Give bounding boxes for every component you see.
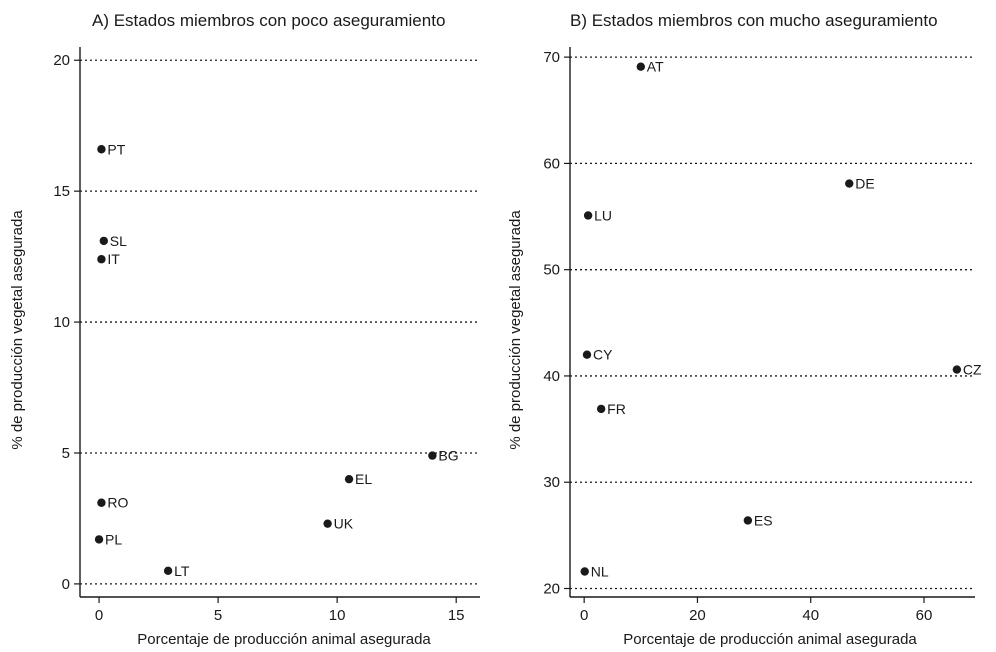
- y-axis-label: % de producción vegetal asegurada: [507, 210, 524, 450]
- y-tick-label: 60: [543, 155, 560, 172]
- point-cz: [952, 365, 962, 374]
- y-axis-label: % de producción vegetal asegurada: [9, 210, 26, 450]
- point-es: [743, 516, 753, 525]
- point-uk: [323, 519, 332, 528]
- point-label-uk: UK: [334, 516, 354, 532]
- point-sl: [99, 236, 109, 246]
- panel-title: B) Estados miembros con mucho aseguramie…: [570, 11, 938, 30]
- x-tick-label: 0: [580, 607, 588, 624]
- point-ro: [97, 498, 106, 507]
- point-label-pl: PL: [105, 531, 122, 547]
- x-axis-label: Porcentaje de producción animal asegurad…: [137, 631, 431, 648]
- x-tick-label: 40: [802, 607, 819, 624]
- point-label-at: AT: [647, 59, 664, 75]
- y-tick-label: 40: [543, 368, 560, 385]
- point-label-fr: FR: [607, 401, 626, 417]
- y-tick-label: 15: [53, 183, 70, 200]
- point-cy: [582, 350, 592, 359]
- point-label-lt: LT: [174, 563, 190, 579]
- x-tick-label: 20: [689, 607, 706, 624]
- point-bg: [428, 451, 437, 460]
- y-tick-label: 0: [62, 576, 70, 593]
- x-tick-label: 10: [329, 607, 346, 624]
- point-label-el: EL: [355, 471, 372, 487]
- point-label-lu: LU: [594, 207, 612, 223]
- point-el: [344, 474, 354, 484]
- y-tick-label: 70: [543, 49, 560, 66]
- point-label-cz: CZ: [963, 362, 982, 378]
- point-pl: [94, 535, 104, 544]
- x-tick-label: 5: [214, 607, 222, 624]
- x-axis-label: Porcentaje de producción animal asegurad…: [623, 631, 917, 648]
- y-tick-label: 5: [62, 445, 70, 462]
- point-fr: [596, 404, 606, 414]
- point-at: [636, 62, 646, 71]
- y-tick-label: 50: [543, 262, 560, 279]
- point-lu: [583, 211, 593, 220]
- y-tick-label: 20: [53, 52, 70, 69]
- point-label-ro: RO: [107, 495, 128, 511]
- point-label-cy: CY: [593, 347, 613, 363]
- x-tick-label: 15: [448, 607, 465, 624]
- point-label-nl: NL: [591, 563, 609, 579]
- point-nl: [580, 567, 589, 576]
- point-label-sl: SL: [110, 233, 127, 249]
- x-tick-label: 0: [95, 607, 103, 624]
- point-label-pt: PT: [107, 141, 125, 157]
- panel-title: A) Estados miembros con poco aseguramien…: [92, 11, 445, 30]
- point-label-bg: BG: [438, 448, 458, 464]
- y-tick-label: 30: [543, 474, 560, 491]
- point-label-de: DE: [855, 176, 874, 192]
- point-it: [97, 255, 106, 264]
- point-label-it: IT: [107, 251, 120, 267]
- point-de: [845, 179, 854, 188]
- point-label-es: ES: [754, 512, 773, 528]
- point-lt: [163, 566, 173, 576]
- y-tick-label: 10: [53, 314, 70, 331]
- panel-a: A) Estados miembros con poco aseguramien…: [9, 11, 480, 648]
- y-tick-label: 20: [543, 580, 560, 597]
- point-pt: [97, 145, 106, 154]
- panel-b: B) Estados miembros con mucho aseguramie…: [507, 11, 982, 648]
- x-tick-label: 60: [916, 607, 933, 624]
